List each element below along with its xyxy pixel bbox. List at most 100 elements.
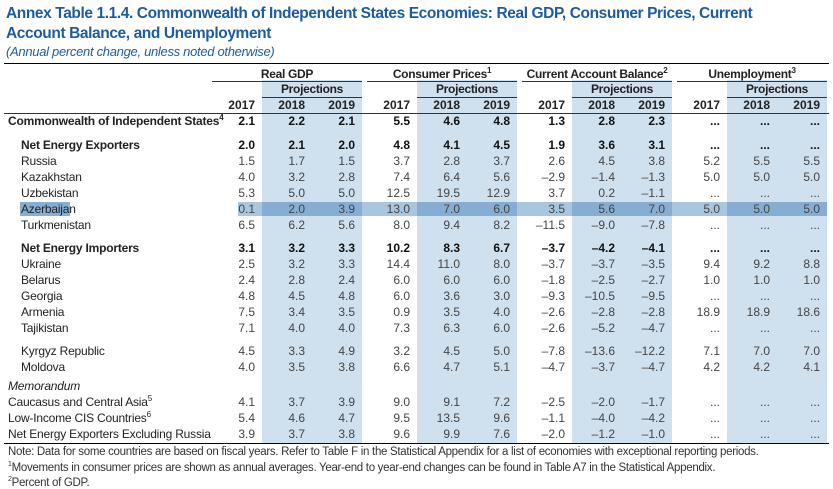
table-cell: 4.5 bbox=[288, 289, 305, 303]
table-cell: 4.0 bbox=[238, 360, 255, 374]
table-cell: ... bbox=[759, 289, 770, 303]
table-row: Kazakhstan 4.0 3.2 2.8 7.4 6.4 5.6 –2.9 –1.4 –1.3… bbox=[0, 169, 833, 185]
row-label: Moldova bbox=[21, 359, 65, 375]
table-row: Commonwealth of Independent States4 2.1 2.… bbox=[0, 113, 833, 129]
row-label-text: Memorandum bbox=[8, 379, 81, 393]
table-cell: 3.8 bbox=[338, 427, 355, 441]
table-cell: 3.0 bbox=[493, 289, 510, 303]
table-cell: –4.7 bbox=[641, 321, 665, 335]
table-cell: 6.0 bbox=[493, 321, 510, 335]
table-cell: 2.1 bbox=[238, 114, 255, 128]
table-cell: 5.0 bbox=[493, 344, 510, 358]
table-row: Net Energy Exporters Excluding Russia 3.9… bbox=[0, 426, 833, 442]
table-cell: ... bbox=[809, 218, 820, 232]
table-cell: ... bbox=[759, 186, 770, 200]
table-cell: 4.8 bbox=[393, 138, 410, 152]
table-cell: 7.5 bbox=[238, 305, 255, 319]
table-cell: –2.0 bbox=[541, 427, 565, 441]
table-cell: ... bbox=[709, 395, 720, 409]
footnote-ref: 3 bbox=[791, 66, 796, 75]
table-cell: –1.8 bbox=[541, 273, 565, 287]
table-cell: –2.9 bbox=[541, 170, 565, 184]
table-cell: 1.5 bbox=[238, 154, 255, 168]
table-cell: 2.4 bbox=[338, 273, 355, 287]
table-cell: 4.5 bbox=[443, 344, 460, 358]
table-row: Turkmenistan 6.5 6.2 5.6 8.0 9.4 8.2 –11.5 –9.0 –… bbox=[0, 217, 833, 233]
table-cell: 3.2 bbox=[288, 257, 305, 271]
table-cell: –2.5 bbox=[541, 395, 565, 409]
projections-header: Projections bbox=[262, 82, 362, 98]
footnote-ref: 5 bbox=[147, 394, 153, 403]
table-cell: 5.6 bbox=[493, 170, 510, 184]
row-label: Ukraine bbox=[21, 256, 61, 272]
table-cell: –1.3 bbox=[641, 170, 665, 184]
table-row: Caucasus and Central Asia5 4.1 3.7 3.9 9.0 9.… bbox=[0, 394, 833, 410]
row-label-text: Georgia bbox=[21, 289, 63, 303]
table-cell: –7.8 bbox=[641, 218, 665, 232]
table-cell: –1.7 bbox=[641, 395, 665, 409]
table-cell: 19.5 bbox=[436, 186, 460, 200]
row-label-text: Kazakhstan bbox=[21, 170, 82, 184]
table-cell: 4.8 bbox=[338, 289, 355, 303]
table-cell: 18.9 bbox=[696, 305, 720, 319]
table-cell: 9.0 bbox=[393, 395, 410, 409]
table-cell: 6.7 bbox=[493, 241, 510, 255]
table-cell: 2.6 bbox=[548, 154, 565, 168]
table-cell: –4.1 bbox=[641, 241, 665, 255]
table-cell: ... bbox=[809, 395, 820, 409]
table-cell: 18.9 bbox=[746, 305, 770, 319]
projections-header: Projections bbox=[727, 82, 827, 98]
row-label-text: Belarus bbox=[21, 273, 61, 287]
table-cell: 9.6 bbox=[493, 411, 510, 425]
table-cell: ... bbox=[709, 114, 720, 128]
table-cell: 14.4 bbox=[386, 257, 410, 271]
row-label: Net Energy Importers bbox=[21, 240, 139, 256]
table-cell: 4.5 bbox=[238, 344, 255, 358]
projection-shade bbox=[572, 80, 672, 444]
table-cell: ... bbox=[759, 427, 770, 441]
table-cell: ... bbox=[809, 241, 820, 255]
table-row[interactable]: Azerbaijan 0.1 2.0 3.9 13.0 7.0 6.0 3.5 5.6 7.0 5.… bbox=[0, 201, 833, 217]
table-cell: –2.6 bbox=[541, 305, 565, 319]
table-cell: ... bbox=[809, 289, 820, 303]
table-title: Annex Table 1.1.4. Commonwealth of Indep… bbox=[6, 5, 753, 42]
table-cell: 3.2 bbox=[393, 344, 410, 358]
row-label-text: Azerbaijan bbox=[21, 202, 76, 216]
table-cell: 3.2 bbox=[288, 170, 305, 184]
table-row: Ukraine 2.5 3.2 3.3 14.4 11.0 8.0 –3.7 –3.7 –3.5 9… bbox=[0, 256, 833, 272]
table-cell: 7.0 bbox=[803, 344, 820, 358]
table-cell: 5.0 bbox=[803, 202, 820, 216]
table-cell: 6.0 bbox=[493, 202, 510, 216]
table-cell: ... bbox=[709, 218, 720, 232]
table-cell: 2.8 bbox=[598, 114, 615, 128]
projection-shade bbox=[417, 80, 517, 444]
year-header: 2019 bbox=[328, 98, 355, 112]
table-cell: 4.2 bbox=[703, 360, 720, 374]
year-header: 2018 bbox=[588, 98, 615, 112]
table-cell: 4.0 bbox=[288, 321, 305, 335]
row-label-text: Uzbekistan bbox=[21, 186, 79, 200]
table-row: Net Energy Exporters 2.0 2.1 2.0 4.8 4.1 4.5 1.… bbox=[0, 137, 833, 153]
table-cell: 4.2 bbox=[753, 360, 770, 374]
row-label: Commonwealth of Independent States4 bbox=[8, 113, 224, 129]
table-cell: –2.7 bbox=[641, 273, 665, 287]
table-cell: ... bbox=[759, 138, 770, 152]
table-cell: 2.4 bbox=[238, 273, 255, 287]
table-cell: –3.7 bbox=[541, 241, 565, 255]
year-header: 2018 bbox=[278, 98, 305, 112]
table-cell: 6.0 bbox=[443, 273, 460, 287]
table-cell: 7.1 bbox=[703, 344, 720, 358]
year-header: 2017 bbox=[383, 98, 410, 112]
row-label: Armenia bbox=[21, 304, 64, 320]
table-cell: 3.8 bbox=[648, 154, 665, 168]
table-cell: 13.0 bbox=[386, 202, 410, 216]
table-cell: 1.0 bbox=[703, 273, 720, 287]
table-cell: 13.5 bbox=[436, 411, 460, 425]
table-cell: 2.8 bbox=[288, 273, 305, 287]
table-cell: –4.2 bbox=[591, 241, 615, 255]
table-cell: 6.0 bbox=[393, 289, 410, 303]
row-label: Georgia bbox=[21, 288, 62, 304]
table-cell: ... bbox=[709, 186, 720, 200]
table-cell: 6.3 bbox=[443, 321, 460, 335]
table-cell: –1.4 bbox=[591, 170, 615, 184]
